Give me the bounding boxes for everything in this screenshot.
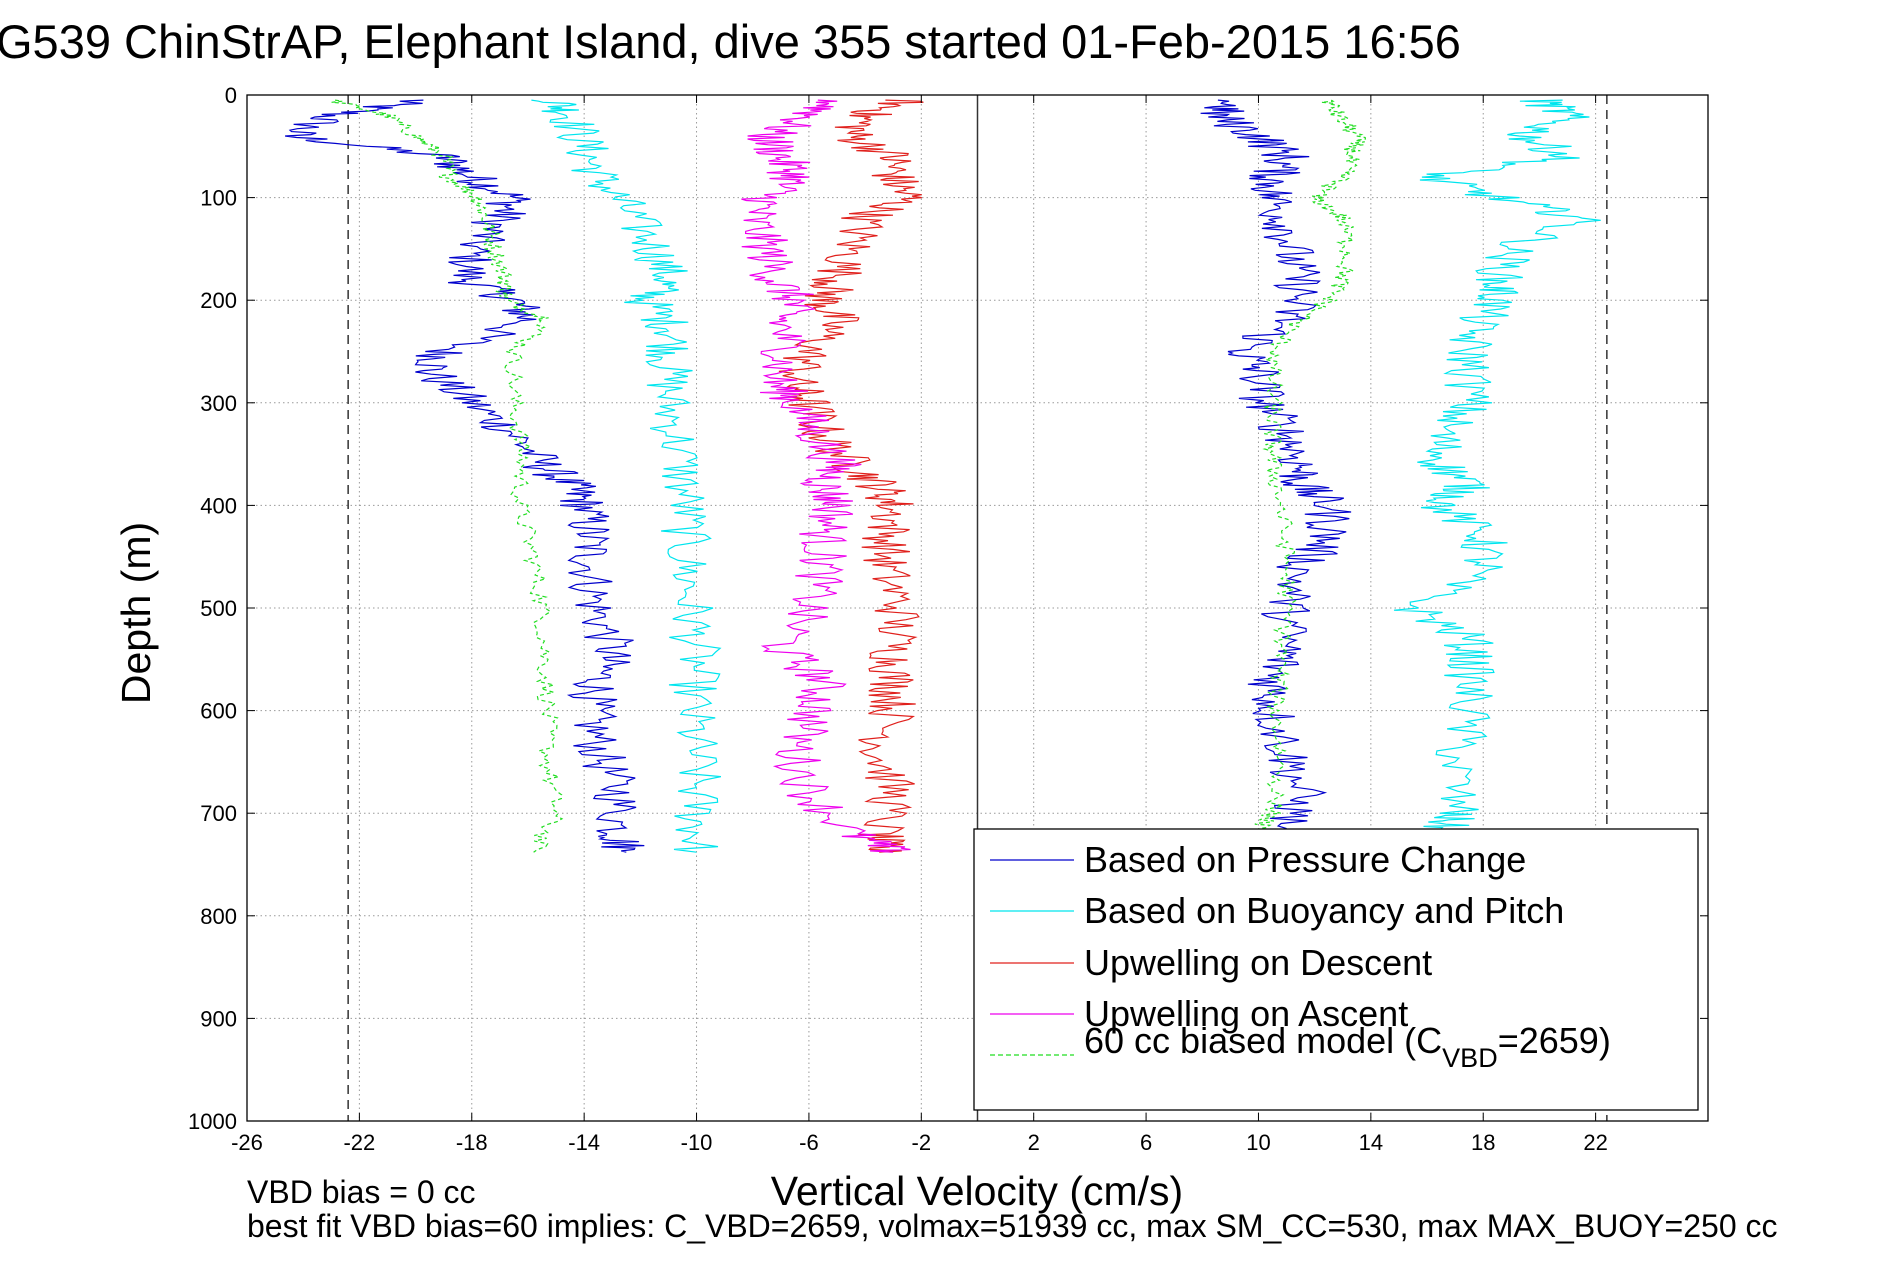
x-tick-label: 2 <box>1028 1130 1040 1155</box>
legend-box <box>973 828 1699 1111</box>
series-model_descent <box>331 99 564 853</box>
x-tick-label: 14 <box>1359 1130 1383 1155</box>
y-tick-label: 600 <box>200 699 237 724</box>
y-tick-label: 100 <box>200 186 237 211</box>
legend-label: Upwelling on Descent <box>1084 942 1432 983</box>
series-upwelling_descent <box>778 99 924 853</box>
x-tick-label: 18 <box>1471 1130 1495 1155</box>
y-tick-label: 300 <box>200 391 237 416</box>
x-tick-label: 6 <box>1140 1130 1152 1155</box>
x-axis-label: Vertical Velocity (cm/s) <box>771 1168 1183 1214</box>
legend-label: Upwelling on Ascent <box>1084 993 1408 1034</box>
x-axis-ticks: -26 -22 -18 -14 -10 -6 -2 2 6 10 14 18 22 <box>231 95 1608 1155</box>
series-model_ascent <box>1254 99 1367 830</box>
y-axis-ticks: 0 100 200 300 400 500 600 700 800 900 1000 <box>188 83 1708 1134</box>
y-tick-label: 200 <box>200 288 237 313</box>
y-tick-label: 400 <box>200 493 237 518</box>
x-tick-label: -10 <box>681 1130 713 1155</box>
legend-label: Based on Buoyancy and Pitch <box>1084 890 1564 931</box>
series-buoyancy_ascent <box>1393 99 1601 830</box>
x-tick-label: 22 <box>1583 1130 1607 1155</box>
y-tick-label: 800 <box>200 904 237 929</box>
series-upwelling_ascent <box>741 99 911 853</box>
x-tick-label: -6 <box>799 1130 819 1155</box>
legend: Based on Pressure Change Based on Buoyanc… <box>973 828 1699 1111</box>
y-tick-label: 500 <box>200 596 237 621</box>
series-buoyancy_descent <box>531 99 722 853</box>
x-tick-label: -26 <box>231 1130 263 1155</box>
legend-label: Based on Pressure Change <box>1084 839 1526 880</box>
x-tick-label: -2 <box>912 1130 932 1155</box>
y-tick-label: 1000 <box>188 1109 237 1134</box>
legend-label-part: 60 cc biased model (C <box>1084 1020 1442 1061</box>
y-tick-label: 900 <box>200 1006 237 1031</box>
x-tick-label: -22 <box>343 1130 375 1155</box>
y-tick-label: 700 <box>200 801 237 826</box>
best-fit-note: best fit VBD bias=60 implies: C_VBD=2659… <box>247 1208 1778 1244</box>
vbd-bias-note: VBD bias = 0 cc <box>247 1174 476 1210</box>
y-tick-label: 0 <box>225 83 237 108</box>
legend-label-part: =2659) <box>1498 1020 1611 1061</box>
legend-label-subscript: VBD <box>1442 1043 1498 1073</box>
x-tick-label: 10 <box>1246 1130 1270 1155</box>
data-series <box>285 99 1601 853</box>
y-axis-label: Depth (m) <box>113 522 159 704</box>
legend-label: 60 cc biased model (CVBD=2659) <box>1084 1020 1611 1073</box>
series-pressure_ascent <box>1200 99 1352 830</box>
chart-title: G539 ChinStrAP, Elephant Island, dive 35… <box>0 15 1461 68</box>
x-tick-label: -18 <box>456 1130 488 1155</box>
x-tick-label: -14 <box>568 1130 600 1155</box>
